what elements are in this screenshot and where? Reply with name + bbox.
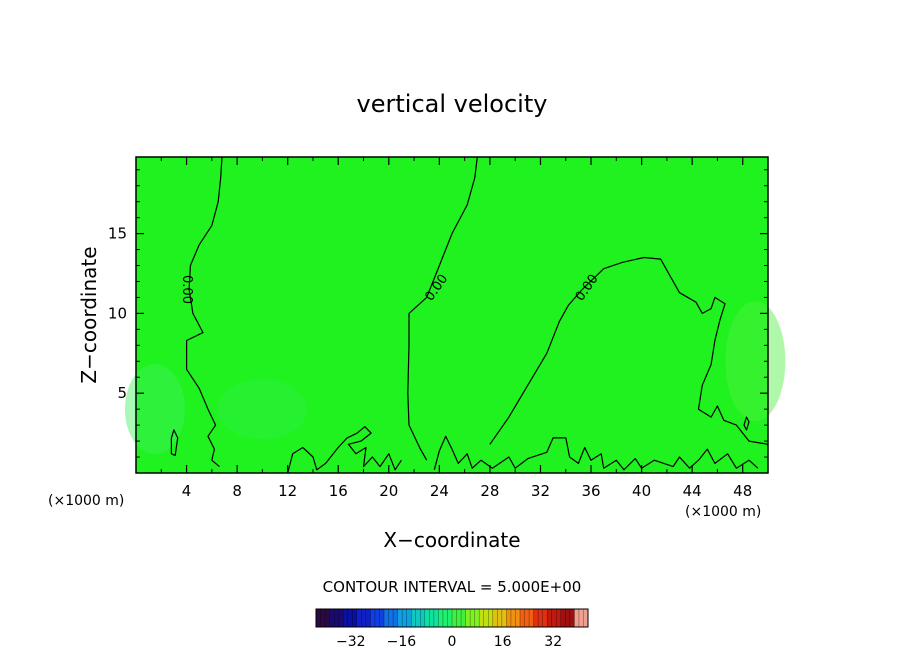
colorbar-swatch	[547, 609, 562, 627]
colorbar-swatch	[506, 609, 521, 627]
colorbar-swatch	[465, 609, 480, 627]
y-tick-label: 10	[108, 304, 127, 322]
colorbar-swatch	[438, 609, 453, 627]
contour-bottom-wiggles	[287, 426, 402, 474]
colorbar-swatch	[411, 609, 426, 627]
colorbar-swatch	[452, 609, 466, 627]
colorbar-swatch	[329, 609, 344, 627]
contour-labels: 0.00 0.00 0.00	[179, 272, 602, 304]
colorbar-frame	[315, 608, 589, 628]
x-tick-label: 48	[733, 482, 752, 500]
x-tick-label: 32	[531, 482, 550, 500]
y-tick-label: 15	[108, 225, 127, 243]
colorbar-swatch	[479, 609, 494, 627]
plot-frame	[135, 156, 769, 474]
colorbar-tick-label: 32	[544, 634, 562, 650]
x-tick-label: 36	[581, 482, 600, 500]
velocity-field	[136, 157, 768, 473]
shading-bottom-right	[725, 301, 786, 422]
colorbar-swatch	[492, 609, 507, 627]
colorbar-tick-label: −16	[387, 634, 417, 650]
colorbar-labels: −32 −16 0 16 32	[336, 634, 562, 650]
contour-interval-label: CONTOUR INTERVAL = 5.000E+00	[323, 578, 582, 596]
shading-bottom-left	[124, 364, 185, 455]
contour-line-middle	[407, 156, 478, 461]
colorbar-swatch	[424, 609, 439, 627]
colorbar-tick-label: −32	[336, 634, 366, 650]
colorbar-swatch	[533, 609, 548, 627]
x-tick-label: 44	[683, 482, 702, 500]
colorbar-swatch	[343, 609, 358, 627]
contour-line-right	[489, 256, 769, 445]
colorbar-tick-label: 16	[494, 634, 512, 650]
chart-title: vertical velocity	[357, 90, 548, 118]
colorbar	[315, 608, 589, 628]
plot-area: 0.00 0.00 0.00	[124, 156, 786, 474]
x-tick-label: 16	[329, 482, 348, 500]
x-axis-title: X−coordinate	[383, 528, 520, 552]
x-unit-label-left: (×1000 m)	[48, 493, 124, 509]
colorbar-swatch	[356, 609, 371, 627]
x-tick-label: 8	[232, 482, 242, 500]
y-axis-title: Z−coordinate	[77, 246, 101, 383]
contour-label: 0.00	[179, 275, 194, 304]
x-axis: 4 8 12 16 20 24 28 32 36 40 44 48	[160, 157, 752, 500]
colorbar-swatch	[370, 609, 385, 627]
colorbar-swatch	[397, 609, 412, 627]
colorbar-swatch	[384, 609, 398, 627]
colorbar-swatch	[574, 609, 589, 627]
contour-lines	[170, 156, 769, 474]
colorbar-swatch	[560, 609, 575, 627]
x-tick-label: 40	[632, 482, 651, 500]
contour-bottom-wiggles-right	[433, 435, 759, 471]
x-tick-label: 12	[278, 482, 297, 500]
colorbar-tick-label: 0	[448, 634, 457, 650]
contour-loop-small-right	[743, 416, 750, 431]
y-axis: 5 10 15	[108, 169, 768, 458]
colorbar-swatch	[520, 609, 534, 627]
x-tick-label: 28	[480, 482, 499, 500]
colorbar-swatch	[316, 609, 330, 627]
field-shading	[124, 301, 786, 455]
x-tick-label: 4	[182, 482, 192, 500]
x-tick-label: 24	[430, 482, 449, 500]
contour-line-left	[186, 156, 223, 468]
shading-bottom-center	[217, 379, 308, 440]
x-unit-label-right: (×1000 m)	[685, 504, 761, 520]
y-tick-label: 5	[117, 384, 127, 402]
contour-loop-small-left	[170, 429, 179, 456]
x-tick-label: 20	[379, 482, 398, 500]
